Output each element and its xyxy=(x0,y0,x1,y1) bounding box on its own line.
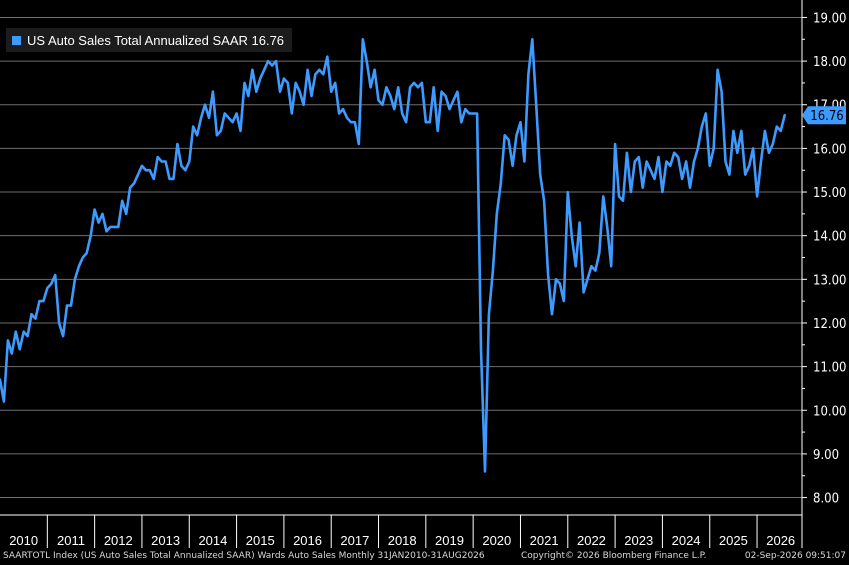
chart-footer: SAARTOTL Index (US Auto Sales Total Annu… xyxy=(0,548,849,565)
x-tick-label: 2023 xyxy=(624,533,653,548)
x-tick-label: 2021 xyxy=(530,533,559,548)
x-tick-label: 2014 xyxy=(198,533,227,548)
last-value-tag xyxy=(802,106,846,125)
x-tick-label: 2016 xyxy=(293,533,322,548)
x-tick-label: 2022 xyxy=(577,533,606,548)
x-tick-label: 2010 xyxy=(9,533,38,548)
x-tick-label: 2013 xyxy=(151,533,180,548)
x-tick-label: 2017 xyxy=(340,533,369,548)
x-tick-label: 2024 xyxy=(672,533,701,548)
y-tick-label: 16.00 xyxy=(813,142,846,157)
x-tick-label: 2018 xyxy=(388,533,417,548)
y-tick-label: 15.00 xyxy=(813,186,846,201)
y-tick-label: 19.00 xyxy=(813,11,846,26)
y-tick-label: 13.00 xyxy=(813,273,846,288)
legend-swatch xyxy=(12,35,21,45)
y-tick-label: 12.00 xyxy=(813,317,846,332)
footer-timestamp: 02-Sep-2026 09:51:07 xyxy=(744,551,846,561)
y-tick-label: 14.00 xyxy=(813,230,846,245)
series-line xyxy=(0,37,787,473)
x-tick-label: 2026 xyxy=(766,533,795,548)
y-tick-label: 10.00 xyxy=(813,404,846,419)
x-tick-label: 2011 xyxy=(57,533,85,548)
x-tick-label: 2020 xyxy=(482,533,511,548)
plot-background xyxy=(0,0,849,548)
x-tick-label: 2025 xyxy=(719,533,748,548)
x-tick-label: 2012 xyxy=(104,533,133,548)
x-tick-label: 2015 xyxy=(246,533,275,548)
y-tick-label: 11.00 xyxy=(813,361,846,376)
line-chart: 8.00 9.00 10.00 11.00 12.00 13.00 14.00 15.00 16… xyxy=(0,0,849,548)
legend-label: US Auto Sales Total Annualized SAAR 16.7… xyxy=(27,32,285,48)
footer-copyright: Copyright© 2026 Bloomberg Finance L.P. xyxy=(521,551,707,561)
footer-source: SAARTOTL Index (US Auto Sales Total Annu… xyxy=(3,551,485,561)
y-tick-label: 8.00 xyxy=(813,492,839,507)
last-value-label: 16.76 xyxy=(810,109,843,124)
x-tick-label: 2019 xyxy=(435,533,464,548)
y-tick-label: 9.00 xyxy=(813,448,839,463)
y-tick-label: 18.00 xyxy=(813,55,846,70)
chart-legend: US Auto Sales Total Annualized SAAR 16.7… xyxy=(6,28,293,52)
